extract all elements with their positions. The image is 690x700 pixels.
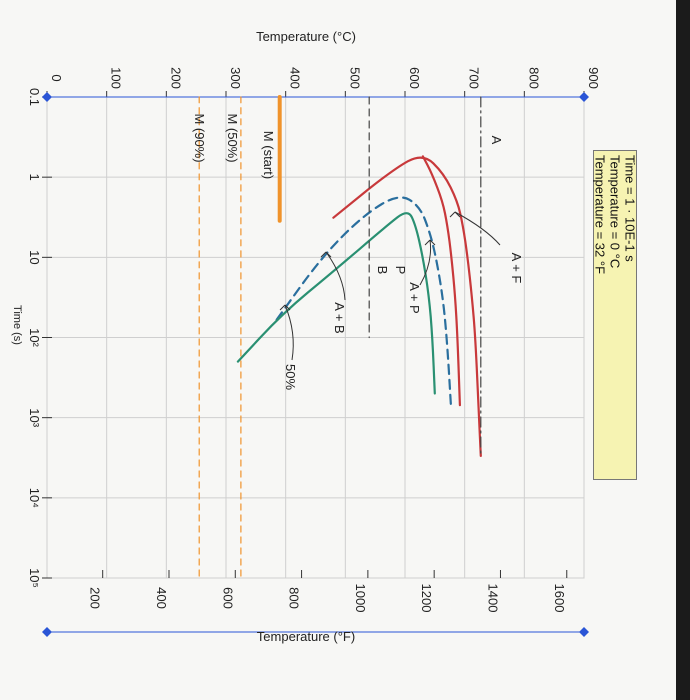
series-curve-1 — [421, 155, 461, 407]
tick-label-temp-c: 0 — [49, 74, 64, 81]
tick-label-time: 10⁴ — [27, 488, 42, 508]
curves — [198, 95, 482, 579]
annotation-arrow — [284, 304, 294, 361]
region-label: B — [375, 266, 390, 275]
region-label: A + F — [509, 253, 524, 284]
tick-label-temp-f: 200 — [88, 587, 103, 609]
tick-label-time: 0.1 — [27, 88, 42, 106]
tick-label-time: 10² — [27, 328, 42, 347]
tick-label-temp-c: 500 — [347, 67, 362, 89]
info-temp-f: Temperature = 32 °F — [592, 155, 608, 275]
tick-label-temp-c: 300 — [228, 67, 243, 89]
tick-label-temp-c: 200 — [168, 67, 183, 89]
region-label: A + B — [332, 302, 347, 333]
info-box: Time = 1 · 10E-1 s Temperature = 0 °C Te… — [593, 150, 638, 480]
tick-label-temp-c: 400 — [288, 67, 303, 89]
info-box-text: Time = 1 · 10E-1 s Temperature = 0 °C Te… — [593, 155, 638, 475]
annotation-arrow — [454, 211, 501, 246]
tick-label-temp-f: 1200 — [419, 584, 434, 613]
annotation-arrow — [419, 239, 431, 286]
region-label: A — [489, 136, 504, 145]
tick-label-temp-f: 1400 — [485, 584, 500, 613]
annotation-arrow — [325, 251, 346, 301]
region-label: M (50%) — [225, 113, 240, 162]
region-label: M (start) — [261, 131, 276, 179]
tick-label-temp-c: 900 — [586, 67, 601, 89]
region-label: A + P — [407, 282, 422, 313]
tick-label-time: 10³ — [27, 408, 42, 427]
arrow-head — [424, 239, 436, 246]
ticks: 90080070060050040030020010000.111010²10³… — [27, 67, 601, 637]
region-label: P — [393, 266, 408, 275]
tick-label-temp-c: 700 — [467, 67, 482, 89]
info-temp-c: Temperature = 0 °C — [607, 155, 623, 269]
region-label: 50% — [283, 364, 298, 390]
tick-label-temp-f: 1000 — [353, 584, 368, 613]
tick-label-time: 10 — [27, 250, 42, 264]
y-axis-left-title: Temperature (°C) — [256, 29, 356, 44]
info-time: Time = 1 · 10E-1 s — [622, 155, 638, 262]
y-axis-right-title: Temperature (°F) — [257, 629, 355, 644]
series-curve-0 — [332, 156, 482, 457]
region-label: M (90%) — [192, 113, 207, 162]
arrow-head — [279, 304, 291, 311]
series-curve-2 — [275, 196, 452, 407]
grid — [46, 96, 585, 579]
series-curve-3 — [236, 212, 436, 395]
arrow-head — [449, 211, 461, 218]
tick-label-time: 1 — [27, 174, 42, 181]
tick-label-temp-c: 800 — [526, 67, 541, 89]
x-axis-title: Time (s) — [11, 305, 23, 345]
tick-label-temp-f: 600 — [220, 587, 235, 609]
tick-label-temp-f: 800 — [287, 587, 302, 609]
tick-label-temp-c: 100 — [109, 67, 124, 89]
arrow-head — [320, 251, 332, 258]
dark-frame-edge — [676, 0, 690, 700]
tick-label-time: 10⁵ — [27, 568, 42, 588]
labels: Temperature (°C) Temperature (°F) Time (s)… — [11, 29, 524, 644]
tick-label-temp-f: 400 — [154, 587, 169, 609]
tick-label-temp-f: 1600 — [552, 584, 567, 613]
tick-label-temp-c: 600 — [407, 67, 422, 89]
